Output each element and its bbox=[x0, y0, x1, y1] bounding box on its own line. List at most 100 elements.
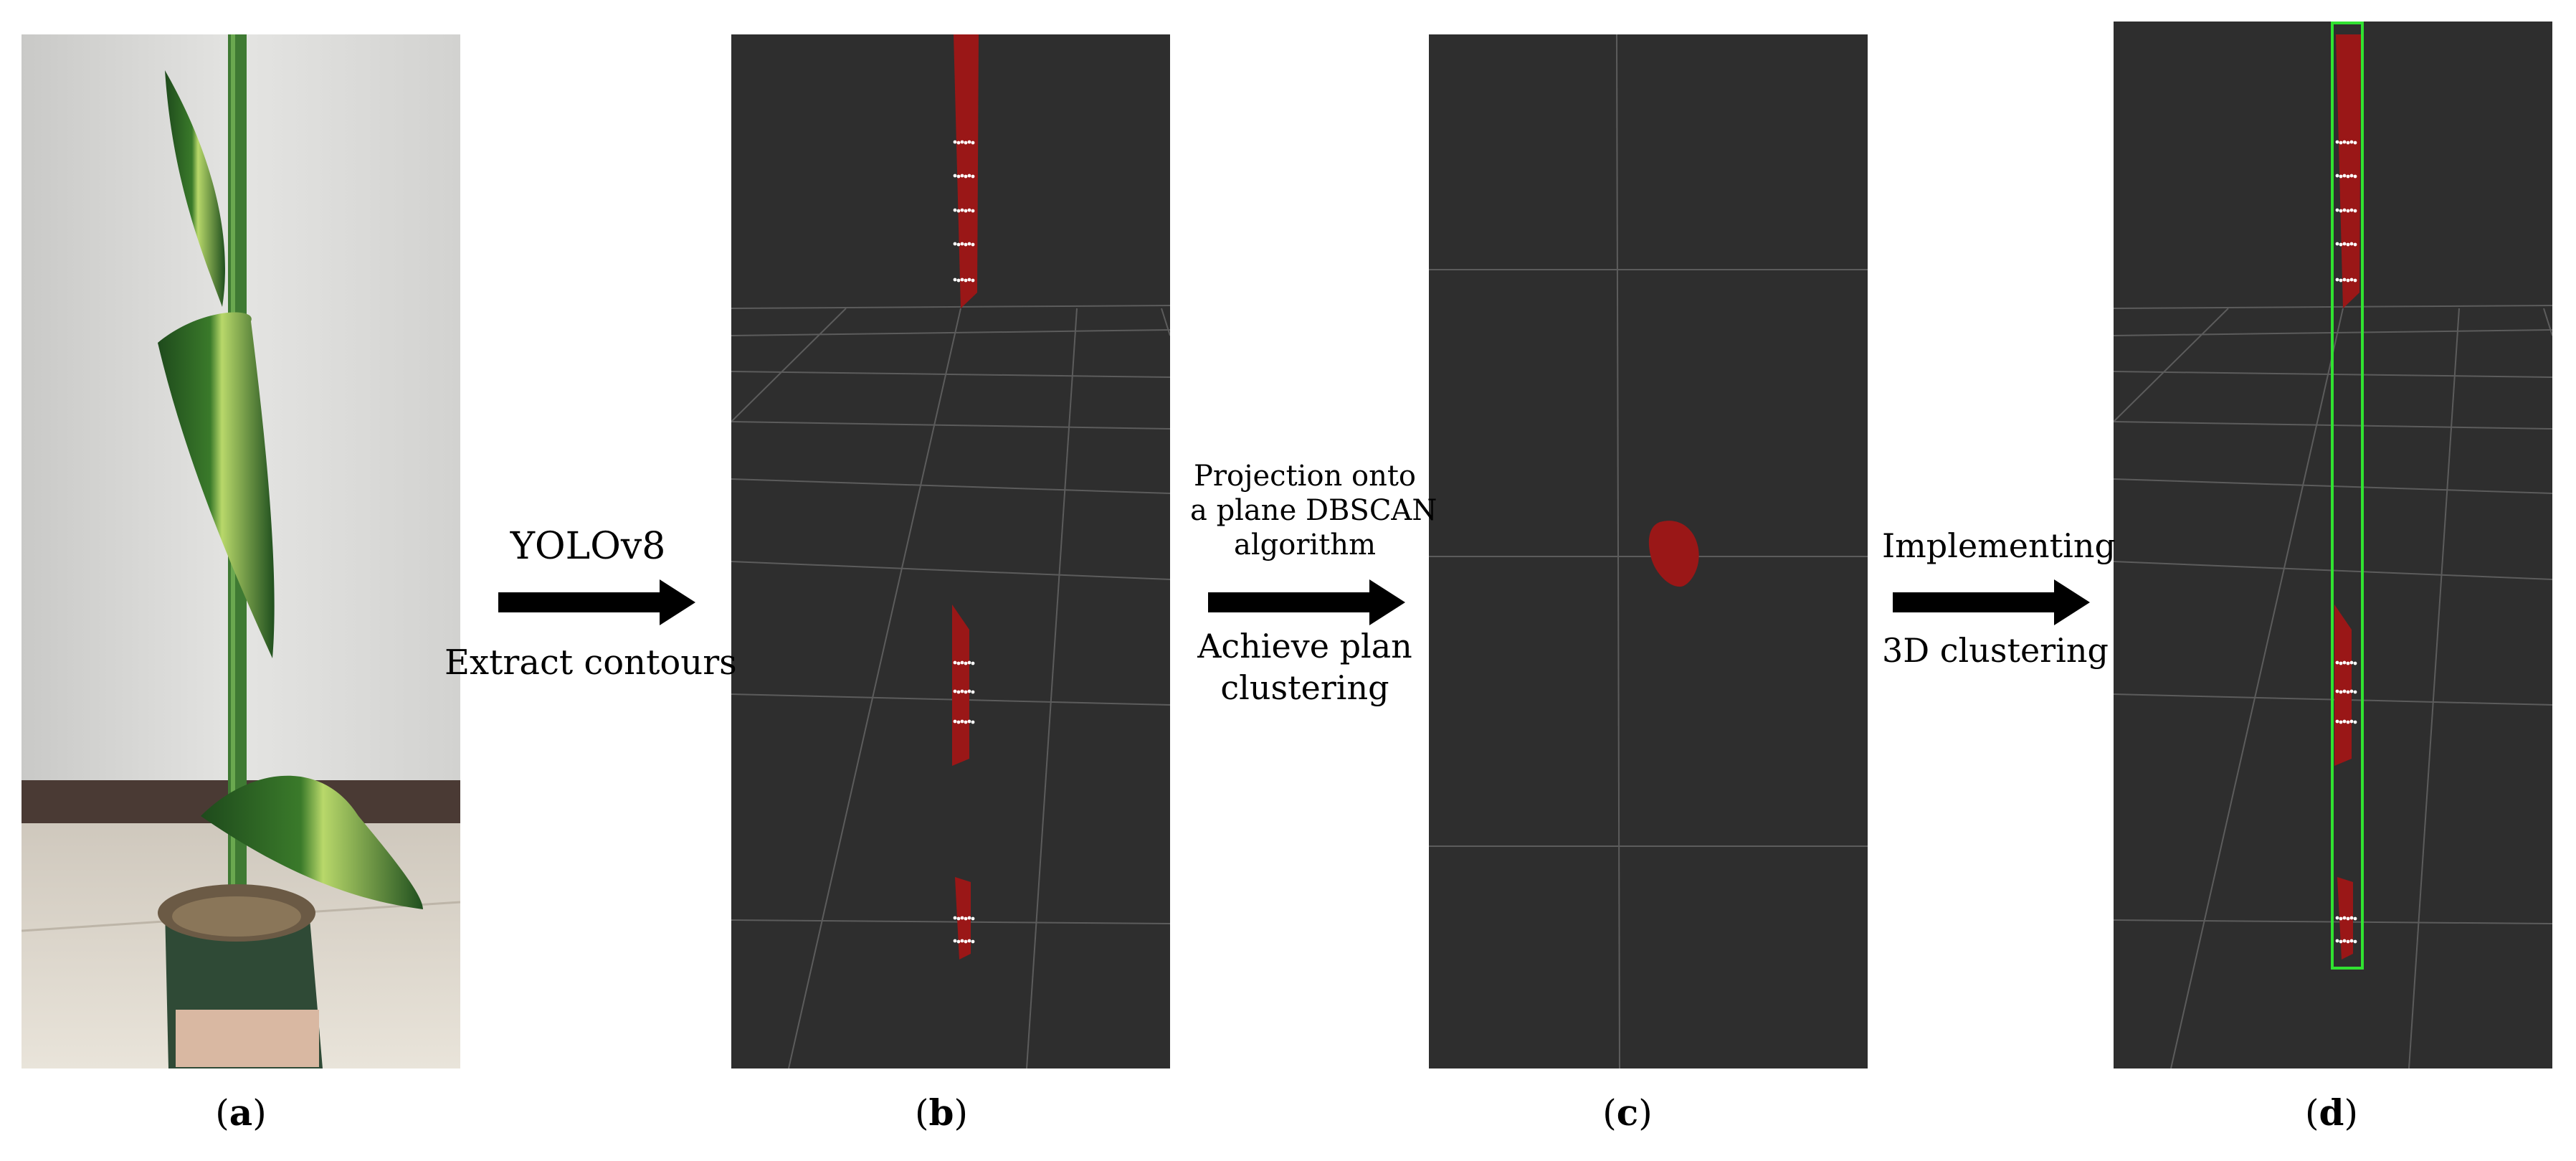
contour-point bbox=[953, 242, 957, 246]
caption-d: (d) bbox=[2305, 1091, 2358, 1134]
arrow-1-bottom-label: Extract contours bbox=[445, 643, 737, 683]
contour-point bbox=[2346, 278, 2350, 283]
contour-point bbox=[2335, 660, 2339, 665]
stem-cluster-middle bbox=[2334, 605, 2352, 766]
contour-point bbox=[2353, 174, 2357, 179]
render-background bbox=[731, 34, 1170, 1068]
contour-point bbox=[2349, 140, 2354, 144]
arrow-2-top-line-3: algorithm bbox=[1233, 529, 1376, 561]
contour-point bbox=[960, 939, 964, 943]
contour-point bbox=[2346, 690, 2350, 694]
bounding-box-3d bbox=[2331, 22, 2364, 970]
contour-point bbox=[2342, 719, 2347, 724]
grid-line bbox=[788, 308, 961, 1068]
contour-point bbox=[960, 208, 964, 212]
stem-cluster-middle bbox=[952, 605, 969, 766]
contour-point bbox=[964, 939, 968, 944]
contour-point bbox=[964, 916, 968, 921]
contour-point bbox=[967, 208, 971, 212]
contour-point bbox=[2353, 939, 2357, 944]
contour-point bbox=[967, 174, 971, 178]
contour-point bbox=[2339, 720, 2343, 724]
contour-point bbox=[971, 141, 975, 145]
caption-c: (c) bbox=[1602, 1091, 1653, 1134]
plane-projection-render-c bbox=[1429, 34, 1868, 1068]
caption-b: (b) bbox=[915, 1091, 968, 1134]
contour-point bbox=[2346, 916, 2350, 921]
contour-point bbox=[956, 278, 961, 283]
contour-point bbox=[956, 720, 961, 724]
contour-point bbox=[964, 242, 968, 247]
contour-point bbox=[971, 278, 975, 283]
contour-point bbox=[967, 660, 971, 665]
contour-point bbox=[2353, 242, 2357, 247]
contour-point bbox=[2353, 690, 2357, 694]
contour-point bbox=[2335, 242, 2339, 246]
panel-d-3d-clustering bbox=[2114, 22, 2552, 1068]
arrow-2-bottom-label: Achieve plan clustering bbox=[1190, 625, 1420, 709]
contour-point bbox=[971, 209, 975, 213]
contour-point bbox=[964, 209, 968, 213]
contour-point bbox=[2339, 141, 2343, 145]
grid-line bbox=[2408, 308, 2460, 1068]
arrow-3-right-icon bbox=[1893, 579, 2090, 625]
grid-line bbox=[2170, 308, 2344, 1068]
stem-cluster-top bbox=[954, 34, 979, 308]
contour-point bbox=[2342, 278, 2347, 282]
contour-point bbox=[964, 690, 968, 694]
contour-point bbox=[971, 661, 975, 665]
contour-point bbox=[956, 916, 961, 921]
stem-cluster-top bbox=[2336, 34, 2361, 308]
contour-point bbox=[956, 661, 961, 665]
contour-point bbox=[2339, 916, 2343, 921]
contour-point bbox=[960, 278, 964, 282]
contour-point bbox=[967, 689, 971, 693]
contour-point bbox=[2346, 209, 2350, 213]
arrow-3-top-label: Implementing bbox=[1882, 526, 2116, 565]
contour-point bbox=[971, 242, 975, 247]
contour-point bbox=[2346, 242, 2350, 247]
contour-point bbox=[2349, 174, 2354, 178]
contour-point bbox=[967, 939, 971, 943]
contour-point bbox=[953, 278, 957, 282]
contour-point bbox=[964, 661, 968, 665]
projected-cluster bbox=[1648, 521, 1699, 587]
contour-point bbox=[964, 141, 968, 145]
panel-b-point-cloud-contours bbox=[731, 34, 1170, 1068]
arrow-1-top-label: YOLOv8 bbox=[510, 525, 666, 568]
contour-point bbox=[2346, 174, 2350, 179]
contour-point bbox=[2342, 140, 2347, 144]
grid-line bbox=[731, 329, 1170, 336]
contour-point bbox=[2353, 278, 2357, 283]
arrow-2-top-line-1: Projection onto bbox=[1193, 460, 1417, 493]
contour-point bbox=[2335, 208, 2339, 212]
contour-point bbox=[960, 660, 964, 665]
contour-point bbox=[960, 242, 964, 246]
grid-line bbox=[2543, 308, 2552, 336]
contour-point bbox=[953, 208, 957, 212]
contour-point bbox=[2335, 916, 2339, 920]
contour-point bbox=[2339, 242, 2343, 247]
render-background bbox=[1429, 34, 1868, 1068]
contour-point bbox=[2339, 939, 2343, 944]
contour-point bbox=[967, 916, 971, 920]
contour-point bbox=[960, 719, 964, 724]
grid-line bbox=[731, 919, 1170, 924]
contour-point bbox=[2339, 278, 2343, 283]
contour-point bbox=[2342, 174, 2347, 178]
contour-point bbox=[2339, 690, 2343, 694]
contour-point bbox=[971, 174, 975, 179]
contour-point bbox=[2349, 660, 2354, 665]
plant-photo-illustration bbox=[22, 34, 460, 1068]
contour-point bbox=[2342, 916, 2347, 920]
contour-point bbox=[2339, 209, 2343, 213]
contour-point bbox=[2342, 689, 2347, 693]
grid-line bbox=[731, 371, 1170, 378]
contour-point bbox=[956, 141, 961, 145]
contour-point bbox=[960, 174, 964, 178]
contour-point bbox=[2346, 141, 2350, 145]
contour-point bbox=[2346, 939, 2350, 944]
contour-point bbox=[971, 720, 975, 724]
arrow-2-top-line-2: a plane DBSCAN bbox=[1190, 494, 1437, 527]
contour-point bbox=[956, 174, 961, 179]
